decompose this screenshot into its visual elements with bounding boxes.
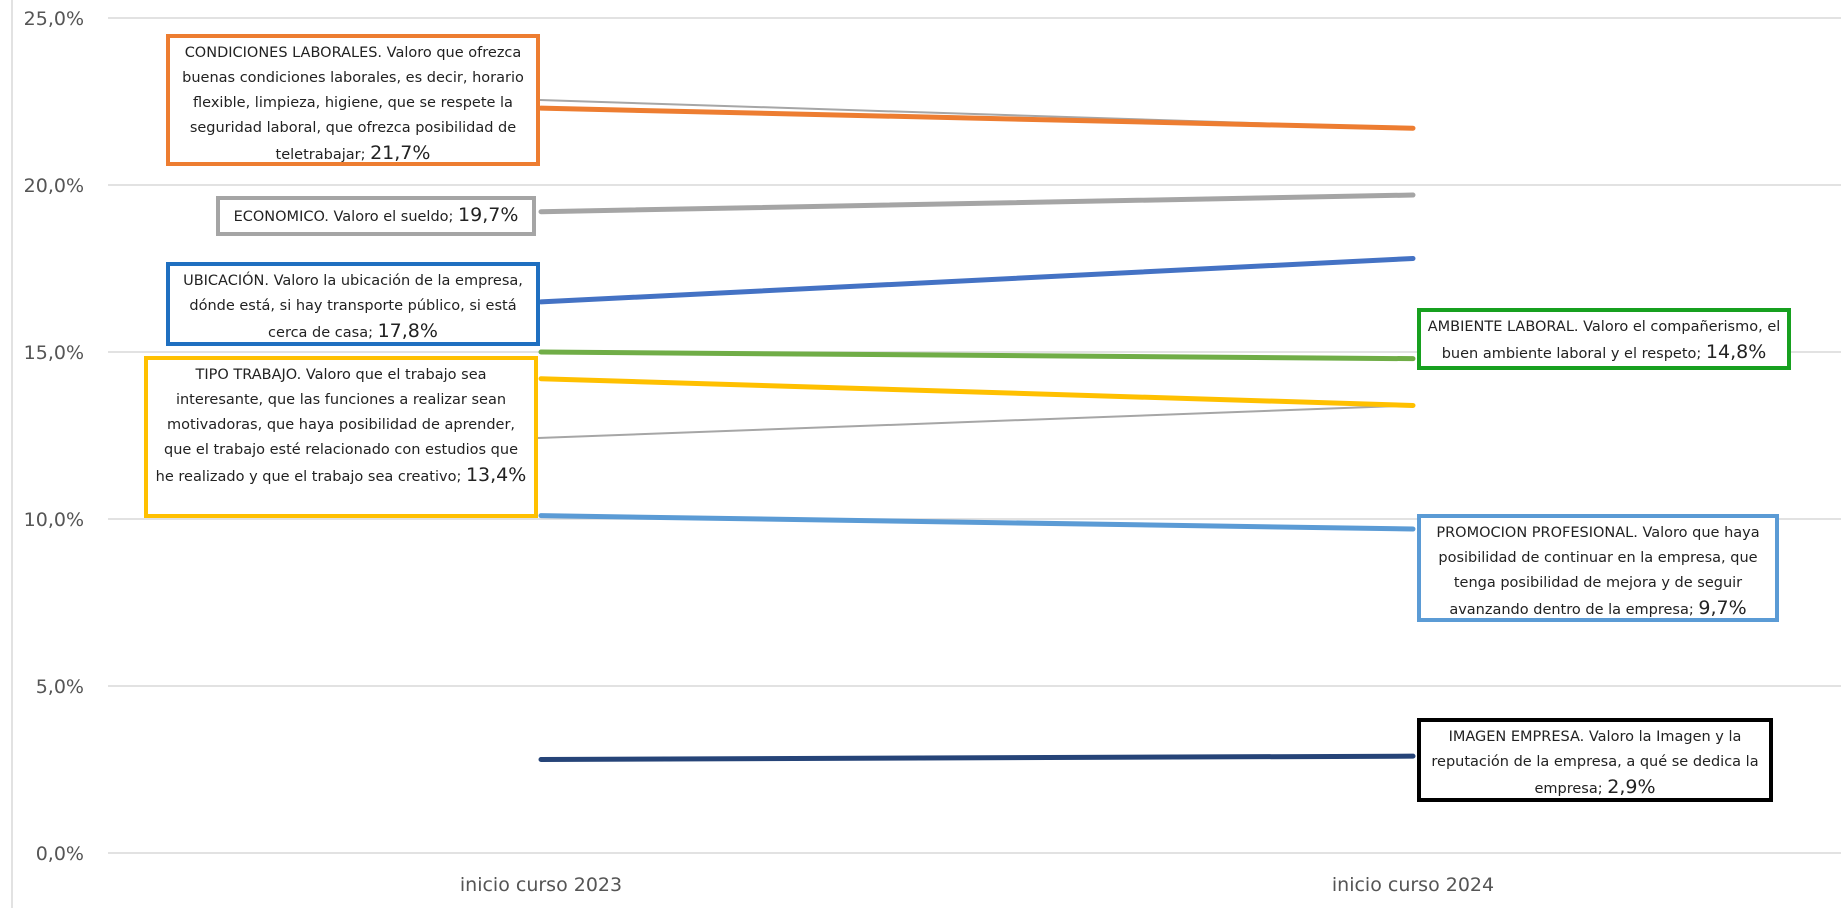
label-name: ECONOMICO. Valoro el sueldo (233, 209, 449, 225)
x-axis-categories: inicio curso 2023 inicio curso 2024 (460, 874, 1494, 896)
label-value: 19,7% (458, 204, 519, 226)
y-tick-label: 15,0% (24, 342, 84, 364)
label-name: PROMOCION PROFESIONAL. Valoro que haya p… (1436, 525, 1760, 618)
label-value: 21,7% (370, 142, 431, 164)
series-line-5 (538, 513, 1416, 532)
label-name: IMAGEN EMPRESA. Valoro la Imagen y la re… (1431, 729, 1759, 797)
series-line-0 (538, 105, 1416, 131)
x-tick-label: inicio curso 2023 (460, 874, 622, 896)
series-lines (538, 105, 1416, 762)
y-tick-label: 10,0% (24, 509, 84, 531)
series-line-1 (538, 192, 1416, 215)
label-value: 17,8% (377, 320, 438, 342)
label-imagen-empresa: IMAGEN EMPRESA. Valoro la Imagen y la re… (1417, 718, 1773, 802)
label-value: 9,7% (1698, 597, 1747, 619)
label-value: 2,9% (1607, 776, 1656, 798)
series-line-3 (538, 349, 1416, 362)
y-tick-label: 5,0% (36, 676, 84, 698)
label-promocion-profesional: PROMOCION PROFESIONAL. Valoro que haya p… (1417, 514, 1779, 622)
leader-lines (537, 99, 1414, 439)
y-tick-label: 20,0% (24, 175, 84, 197)
x-tick-label: inicio curso 2024 (1332, 874, 1494, 896)
series-line-4 (538, 376, 1416, 408)
label-value: 14,8% (1705, 341, 1767, 363)
y-axis-ticks: 0,0% 5,0% 10,0% 15,0% 20,0% 25,0% (24, 8, 84, 865)
gridlines (108, 17, 1841, 854)
label-value: 13,4% (465, 464, 527, 486)
label-name: CONDICIONES LABORALES. Valoro que ofrezc… (182, 45, 524, 163)
y-tick-label: 0,0% (36, 843, 84, 865)
label-name: TIPO TRABAJO. Valoro que el trabajo sea … (155, 367, 518, 485)
label-ambiente-laboral: AMBIENTE LABORAL. Valoro el compañerismo… (1417, 308, 1791, 370)
label-name: UBICACIÓN. Valoro la ubicación de la emp… (183, 273, 523, 341)
leader-line (537, 404, 1414, 439)
series-line-6 (538, 753, 1416, 762)
label-tipo-trabajo: TIPO TRABAJO. Valoro que el trabajo sea … (144, 356, 538, 518)
label-economico: ECONOMICO. Valoro el sueldo; 19,7% (216, 196, 536, 236)
label-condiciones-laborales: CONDICIONES LABORALES. Valoro que ofrezc… (166, 34, 540, 166)
y-tick-label: 25,0% (24, 8, 84, 30)
label-ubicacion: UBICACIÓN. Valoro la ubicación de la emp… (166, 262, 540, 346)
series-line-2 (538, 255, 1416, 305)
label-name: AMBIENTE LABORAL. Valoro el compañerismo… (1427, 319, 1781, 362)
